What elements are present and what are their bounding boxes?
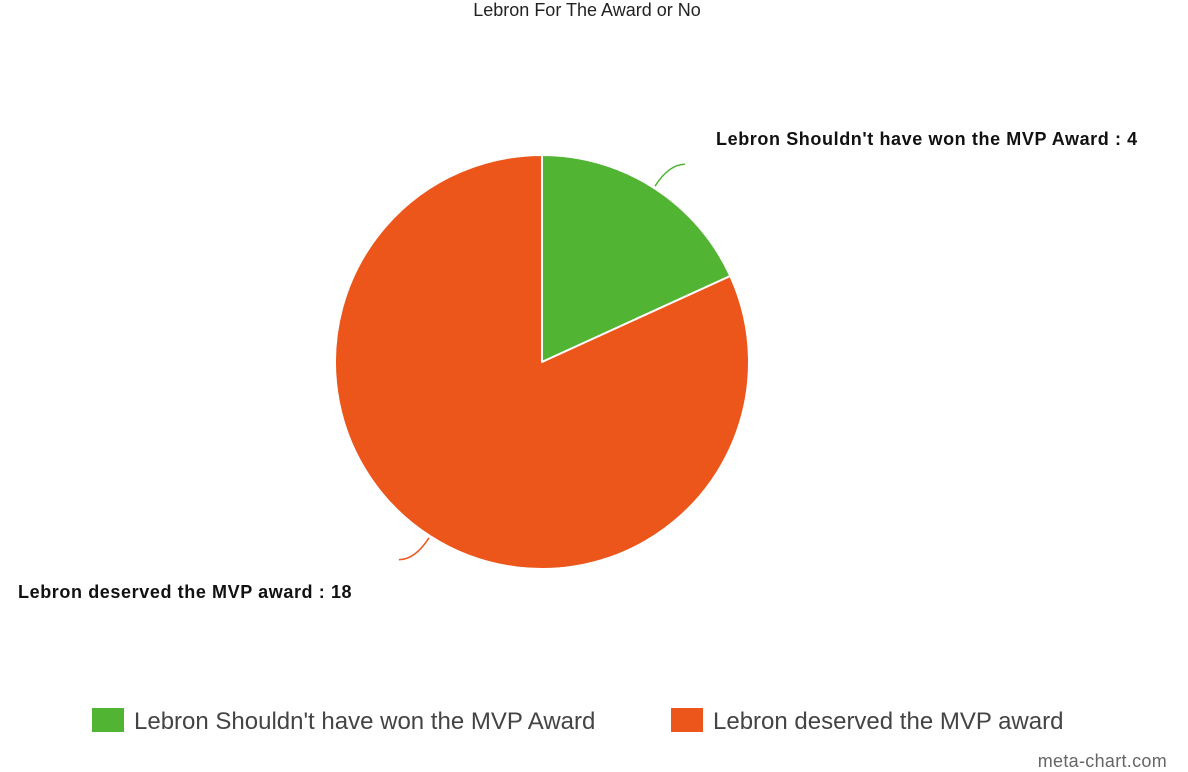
legend-label-deserved[interactable]: Lebron deserved the MVP award [713,708,1063,735]
credit-link[interactable]: meta-chart.com [1038,751,1167,771]
data-label-deserved: Lebron deserved the MVP award : 18 [18,582,352,602]
data-label-shouldnt: Lebron Shouldn't have won the MVP Award … [716,129,1138,149]
pie-slices [334,154,750,570]
label-connectors [398,163,686,561]
legend-swatch-deserved[interactable] [671,708,703,732]
legend-swatch-shouldnt[interactable] [92,708,124,732]
pie-slice-1[interactable] [334,154,750,570]
connector-1 [398,537,430,561]
pie-slice-0[interactable] [541,154,732,363]
legend: Lebron Shouldn't have won the MVP Award … [92,708,1063,735]
connector-0 [654,163,686,187]
legend-label-shouldnt[interactable]: Lebron Shouldn't have won the MVP Award [134,708,595,735]
chart-title: Lebron For The Award or No [473,0,700,20]
